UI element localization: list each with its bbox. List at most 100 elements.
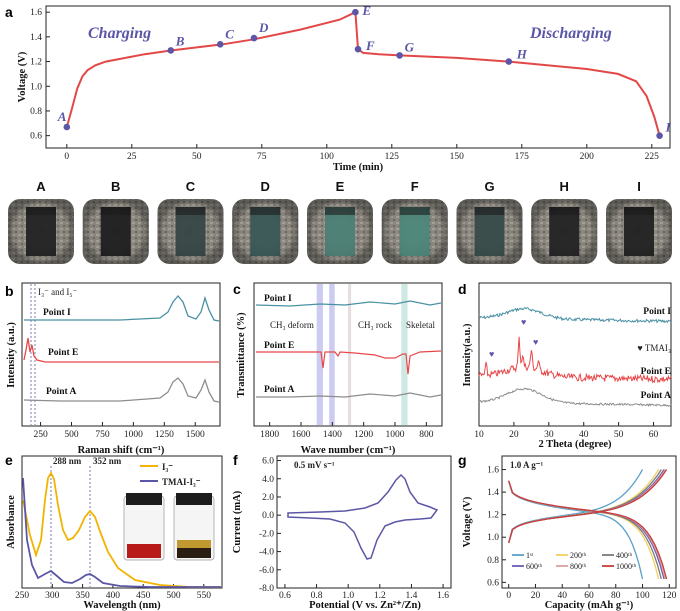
panel-b-point-i-label: Point I — [43, 308, 71, 318]
panel-d-chart: 10 20 30 40 50 60 Point I Point E Point A ♥ T… — [462, 282, 672, 450]
tick-label: 1.4 — [30, 33, 42, 43]
panel-a-frame — [45, 5, 671, 149]
tick-label: 100 — [320, 152, 335, 162]
tick-label: 40 — [579, 430, 589, 440]
panel-e-frame — [21, 455, 223, 589]
tick-label: 60 — [584, 591, 594, 601]
panel-b-ylabel: Intensity (a.u.) — [6, 322, 17, 388]
electrode-photo — [307, 199, 373, 264]
band — [329, 284, 335, 425]
panel-e-ylabel: Absorbance — [6, 495, 17, 549]
point-label: C — [225, 26, 234, 41]
tick-label: 0.8 — [487, 556, 499, 566]
legend-label: 600ᵗʰ — [526, 562, 543, 571]
panel-e-xticks: 250 300 350 400 450 500 550 — [15, 584, 211, 601]
panel-b-series-point-e — [23, 337, 219, 363]
panel-c-band-label-skeletal: Skeletal — [406, 320, 435, 330]
tick-label: 100 — [635, 591, 650, 601]
tick-label: 1400 — [323, 430, 342, 440]
panel-d-frame — [478, 282, 672, 427]
panel-c-ylabel: Transmittance (%) — [236, 312, 247, 398]
panel-g-chart: 0 20 40 60 80 100 120 0.6 0.8 1.0 1.2 1.4 1.6 1.0 A … — [462, 455, 677, 611]
tick-label: 20 — [509, 430, 519, 440]
panel-a-discharge-curve — [354, 12, 661, 136]
tick-label: -4.0 — [259, 548, 274, 558]
discharge-curve — [508, 480, 668, 580]
tick-label: 60 — [649, 430, 659, 440]
panel-c-xlabel: Wave number (cm⁻¹) — [301, 445, 396, 456]
photo-label: C — [186, 179, 196, 194]
tick-label: -6.0 — [259, 566, 274, 576]
panel-e-series-tmai — [22, 477, 221, 588]
panel-b-series-point-i — [24, 294, 220, 322]
tick-label: 300 — [45, 591, 60, 601]
tick-label: 250 — [15, 591, 30, 601]
tick-label: 10 — [474, 430, 484, 440]
panel-letter-b: b — [5, 283, 14, 299]
panel-b-frame — [21, 282, 221, 427]
panel-e-legend-tmai: TMAI-I₃⁻ — [162, 477, 201, 487]
tick-label: 6.0 — [262, 457, 274, 467]
point-marker — [167, 47, 175, 54]
panel-d-point-e-label: Point E — [641, 367, 671, 377]
panel-c-point-a-label: Point A — [264, 385, 294, 395]
point-marker — [354, 45, 362, 53]
tick-label: 1.6 — [487, 466, 499, 476]
panel-f-ylabel: Current (mA) — [232, 490, 243, 553]
tick-label: 0.0 — [262, 511, 274, 521]
electrode-photo — [606, 199, 672, 264]
tick-label: 1.6 — [437, 591, 449, 601]
band — [316, 284, 323, 425]
tick-label: 750 — [95, 430, 110, 440]
legend-label: 800ᵗʰ — [570, 562, 587, 571]
tick-label: 500 — [64, 430, 79, 440]
tick-label: 250 — [33, 430, 48, 440]
electrode-photo — [531, 199, 598, 264]
tick-label: 1.2 — [30, 58, 42, 68]
charging-label: Charging — [88, 25, 151, 42]
panel-g-ticks: 0 20 40 60 80 100 120 0.6 0.8 1.0 1.2 1.4 1.6 — [487, 466, 677, 601]
tick-label: 120 — [662, 591, 677, 601]
charge-curve — [508, 469, 662, 544]
tick-label: 2.0 — [262, 493, 274, 503]
electrode-photo — [456, 199, 523, 264]
electrode-photo — [82, 199, 149, 264]
tick-label: 350 — [75, 591, 90, 601]
photo-label: I — [637, 179, 641, 194]
panel-b-annotation: I₃⁻ and I₅⁻ — [38, 287, 78, 297]
panel-a-points: A B C D E F G H I — [57, 3, 672, 139]
panel-f-note: 0.5 mV s⁻¹ — [294, 460, 335, 470]
electrode-photo-strip: A B C D E F G H I — [8, 179, 672, 264]
panel-c-series-point-e — [256, 350, 442, 375]
charge-curve — [508, 469, 668, 544]
tick-label: 500 — [166, 591, 181, 601]
point-label: D — [258, 20, 269, 35]
panel-g-note: 1.0 A g⁻¹ — [510, 460, 544, 470]
panel-c-series-point-i — [255, 300, 442, 307]
panel-g-curves — [508, 469, 668, 580]
panel-c-xticks: 1800 1600 1400 1200 1000 800 — [260, 422, 434, 440]
panel-b-point-e-label: Point E — [48, 348, 78, 358]
panel-g-ylabel: Voltage (V) — [462, 496, 473, 547]
tick-label: 1.6 — [30, 8, 42, 18]
tick-label: 200 — [580, 152, 595, 162]
vials-photo — [118, 490, 220, 564]
panel-d-point-a-label: Point A — [641, 391, 671, 401]
panel-b-xlabel: Raman shift (cm⁻¹) — [78, 445, 165, 456]
electrode-photo — [8, 199, 74, 264]
panel-c-chart: 1800 1600 1400 1200 1000 800 Point I Point E … — [236, 282, 443, 456]
tick-label: 0 — [64, 152, 69, 162]
panel-d-series-point-e — [478, 336, 672, 384]
heart-icon: ♥ — [489, 349, 494, 359]
tick-label: 0.6 — [30, 132, 42, 142]
photo-label: H — [560, 179, 569, 194]
legend-label: 200ᵗʰ — [570, 551, 587, 560]
point-marker — [396, 52, 403, 59]
panel-c-point-i-label: Point I — [264, 294, 292, 304]
tick-label: 0.8 — [311, 591, 323, 601]
panel-e-chart: 250 300 350 400 450 500 550 288 nm 352 nm I₃⁻ … — [6, 455, 223, 611]
tick-label: 20 — [531, 591, 541, 601]
panel-c-bands — [316, 284, 408, 425]
point-marker — [656, 132, 663, 139]
